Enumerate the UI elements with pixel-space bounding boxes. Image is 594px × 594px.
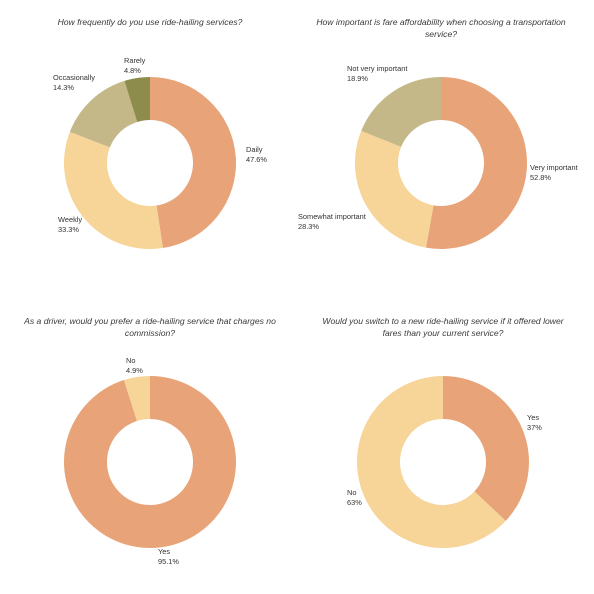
slice-label: No bbox=[347, 488, 356, 497]
chart-title: How important is fare affordability when… bbox=[316, 17, 566, 27]
slice-percent: 52.8% bbox=[530, 173, 551, 182]
slice-yes bbox=[63, 376, 236, 548]
slice-percent: 63% bbox=[347, 498, 362, 507]
slice-yes bbox=[443, 376, 529, 521]
slice-percent: 4.9% bbox=[126, 366, 143, 375]
slice-label: No bbox=[126, 356, 135, 365]
chart-title: Would you switch to a new ride-hailing s… bbox=[322, 316, 564, 326]
slice-percent: 33.3% bbox=[58, 225, 79, 234]
slice-not-very-important bbox=[361, 77, 441, 147]
slice-occasionally bbox=[69, 80, 138, 148]
slice-very-important bbox=[425, 77, 528, 249]
slice-percent: 18.9% bbox=[347, 74, 368, 83]
slice-label: Weekly bbox=[58, 215, 82, 224]
slice-percent: 28.3% bbox=[298, 222, 319, 231]
slice-weekly bbox=[63, 131, 163, 249]
slice-no bbox=[356, 376, 506, 548]
slice-no bbox=[123, 376, 150, 422]
slice-label: Occasionally bbox=[53, 73, 95, 82]
donut-chart-4: Would you switch to a new ride-hailing s… bbox=[322, 316, 565, 548]
slice-daily bbox=[150, 77, 236, 249]
slice-label: Yes bbox=[527, 413, 539, 422]
chart-title: How frequently do you use ride-hailing s… bbox=[58, 17, 243, 27]
slice-percent: 14.3% bbox=[53, 83, 74, 92]
slice-label: Yes bbox=[158, 547, 170, 556]
chart-title: fares than your current service? bbox=[383, 328, 504, 338]
slice-label: Not very important bbox=[347, 64, 407, 73]
slice-rarely bbox=[124, 77, 150, 122]
chart-title: commission? bbox=[125, 328, 175, 338]
slice-label: Very important bbox=[530, 163, 578, 172]
slice-somewhat-important bbox=[355, 130, 434, 248]
slice-percent: 37% bbox=[527, 423, 542, 432]
chart-title: service? bbox=[425, 29, 457, 39]
slice-label: Somewhat important bbox=[298, 212, 366, 221]
donut-chart-2: How important is fare affordability when… bbox=[298, 17, 578, 249]
chart-title: As a driver, would you prefer a ride-hai… bbox=[23, 316, 276, 326]
slice-percent: 4.8% bbox=[124, 66, 141, 75]
slice-percent: 95.1% bbox=[158, 557, 179, 566]
donut-chart-3: As a driver, would you prefer a ride-hai… bbox=[23, 316, 276, 566]
donut-chart-1: How frequently do you use ride-hailing s… bbox=[53, 17, 267, 249]
slice-label: Rarely bbox=[124, 56, 146, 65]
slice-label: Daily bbox=[246, 145, 263, 154]
slice-percent: 47.6% bbox=[246, 155, 267, 164]
